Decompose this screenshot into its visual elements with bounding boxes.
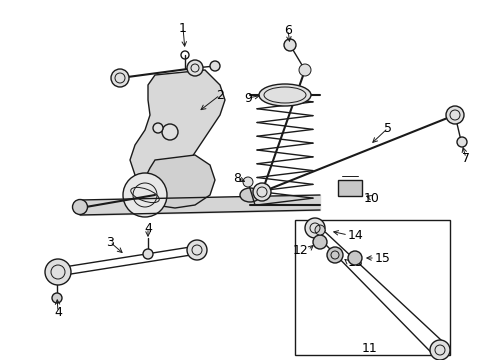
Circle shape bbox=[186, 240, 206, 260]
Circle shape bbox=[45, 259, 71, 285]
Text: 8: 8 bbox=[232, 171, 241, 185]
Text: 13: 13 bbox=[347, 256, 363, 269]
Polygon shape bbox=[130, 70, 224, 185]
Circle shape bbox=[312, 235, 326, 249]
Text: 7: 7 bbox=[461, 152, 469, 165]
Text: 12: 12 bbox=[292, 243, 307, 257]
Circle shape bbox=[186, 60, 203, 76]
Circle shape bbox=[123, 173, 167, 217]
Text: 4: 4 bbox=[54, 306, 62, 319]
Bar bbox=[294, 220, 449, 355]
Circle shape bbox=[445, 106, 463, 124]
Ellipse shape bbox=[259, 84, 310, 106]
Circle shape bbox=[252, 183, 270, 201]
Ellipse shape bbox=[240, 188, 260, 202]
Text: 14: 14 bbox=[347, 229, 363, 242]
Bar bbox=[337, 180, 361, 196]
Circle shape bbox=[305, 218, 325, 238]
Circle shape bbox=[298, 64, 310, 76]
Text: 3: 3 bbox=[106, 235, 114, 248]
Text: 2: 2 bbox=[216, 89, 224, 102]
Text: 4: 4 bbox=[144, 221, 152, 234]
Text: 10: 10 bbox=[364, 192, 379, 204]
Circle shape bbox=[153, 123, 163, 133]
Circle shape bbox=[456, 137, 466, 147]
Circle shape bbox=[162, 124, 178, 140]
Circle shape bbox=[284, 39, 295, 51]
Circle shape bbox=[314, 225, 325, 235]
Text: 1: 1 bbox=[179, 22, 186, 35]
Circle shape bbox=[429, 340, 449, 360]
Text: 11: 11 bbox=[362, 342, 377, 355]
Text: 15: 15 bbox=[374, 252, 390, 265]
Circle shape bbox=[326, 247, 342, 263]
Circle shape bbox=[209, 61, 220, 71]
Ellipse shape bbox=[72, 199, 87, 215]
Circle shape bbox=[142, 249, 153, 259]
Text: 5: 5 bbox=[383, 122, 391, 135]
Text: 9: 9 bbox=[244, 91, 251, 104]
Circle shape bbox=[347, 251, 361, 265]
Circle shape bbox=[111, 69, 129, 87]
Text: 6: 6 bbox=[284, 23, 291, 36]
Circle shape bbox=[243, 177, 252, 187]
Polygon shape bbox=[145, 155, 215, 208]
Circle shape bbox=[52, 293, 62, 303]
